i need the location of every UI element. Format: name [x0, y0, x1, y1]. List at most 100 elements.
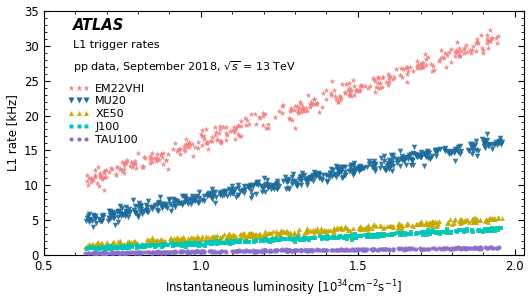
- TAU100: [419, 247, 427, 252]
- MU20: [294, 176, 303, 181]
- EM22VHI: [435, 58, 443, 63]
- J100: [95, 247, 103, 251]
- MU20: [234, 192, 242, 197]
- EM22VHI: [234, 123, 243, 127]
- EM22VHI: [494, 34, 502, 39]
- J100: [497, 226, 506, 230]
- MU20: [227, 188, 236, 193]
- TAU100: [277, 248, 286, 253]
- EM22VHI: [243, 117, 251, 122]
- MU20: [424, 155, 432, 160]
- MU20: [84, 220, 93, 225]
- TAU100: [361, 247, 369, 252]
- TAU100: [395, 246, 404, 251]
- TAU100: [293, 248, 302, 253]
- XE50: [168, 237, 177, 242]
- MU20: [249, 184, 257, 189]
- TAU100: [326, 248, 335, 253]
- J100: [322, 236, 331, 240]
- TAU100: [402, 247, 410, 252]
- EM22VHI: [313, 100, 321, 105]
- TAU100: [233, 248, 241, 253]
- MU20: [284, 186, 293, 191]
- J100: [341, 233, 350, 238]
- EM22VHI: [447, 60, 455, 65]
- EM22VHI: [295, 105, 304, 110]
- EM22VHI: [345, 92, 353, 97]
- J100: [357, 233, 365, 238]
- XE50: [471, 215, 479, 219]
- J100: [452, 229, 460, 233]
- MU20: [456, 152, 465, 157]
- MU20: [488, 143, 496, 148]
- TAU100: [165, 249, 173, 254]
- EM22VHI: [330, 87, 339, 92]
- MU20: [335, 168, 344, 173]
- J100: [207, 239, 215, 244]
- J100: [334, 236, 342, 240]
- XE50: [101, 245, 109, 250]
- XE50: [91, 243, 99, 248]
- MU20: [164, 198, 173, 202]
- J100: [268, 238, 277, 243]
- TAU100: [124, 250, 132, 255]
- TAU100: [265, 248, 273, 253]
- EM22VHI: [356, 88, 365, 93]
- J100: [474, 228, 483, 233]
- MU20: [109, 213, 117, 218]
- EM22VHI: [129, 161, 138, 166]
- J100: [133, 243, 141, 248]
- J100: [460, 229, 469, 234]
- XE50: [209, 233, 218, 238]
- TAU100: [191, 249, 200, 254]
- XE50: [178, 238, 186, 243]
- MU20: [236, 188, 244, 193]
- XE50: [251, 233, 259, 237]
- XE50: [185, 236, 194, 241]
- J100: [272, 237, 281, 242]
- TAU100: [374, 247, 382, 252]
- XE50: [183, 236, 192, 240]
- MU20: [143, 204, 152, 209]
- J100: [267, 237, 275, 242]
- J100: [350, 235, 359, 240]
- TAU100: [477, 246, 485, 251]
- MU20: [264, 182, 272, 187]
- XE50: [239, 231, 248, 236]
- MU20: [131, 209, 140, 214]
- J100: [347, 233, 356, 238]
- XE50: [91, 243, 100, 248]
- MU20: [181, 200, 190, 205]
- XE50: [320, 228, 329, 233]
- MU20: [332, 167, 341, 171]
- MU20: [106, 212, 115, 217]
- MU20: [383, 163, 391, 168]
- MU20: [153, 208, 161, 212]
- J100: [162, 243, 171, 248]
- EM22VHI: [91, 168, 99, 172]
- MU20: [186, 197, 194, 202]
- TAU100: [297, 248, 305, 253]
- MU20: [319, 172, 328, 177]
- MU20: [445, 149, 453, 154]
- Y-axis label: L1 rate [kHz]: L1 rate [kHz]: [5, 95, 19, 171]
- MU20: [187, 202, 195, 206]
- TAU100: [358, 247, 367, 252]
- EM22VHI: [366, 83, 374, 88]
- J100: [274, 237, 282, 242]
- TAU100: [192, 248, 201, 253]
- XE50: [174, 236, 183, 241]
- MU20: [184, 201, 192, 206]
- MU20: [401, 162, 410, 167]
- XE50: [148, 235, 156, 240]
- MU20: [209, 194, 217, 199]
- J100: [83, 247, 91, 252]
- XE50: [384, 224, 393, 229]
- EM22VHI: [472, 40, 480, 45]
- MU20: [450, 149, 459, 154]
- XE50: [272, 232, 280, 237]
- TAU100: [95, 251, 103, 256]
- XE50: [355, 225, 363, 230]
- XE50: [348, 225, 357, 230]
- J100: [188, 240, 196, 245]
